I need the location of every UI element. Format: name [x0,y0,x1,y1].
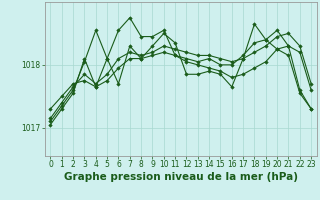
X-axis label: Graphe pression niveau de la mer (hPa): Graphe pression niveau de la mer (hPa) [64,172,298,182]
